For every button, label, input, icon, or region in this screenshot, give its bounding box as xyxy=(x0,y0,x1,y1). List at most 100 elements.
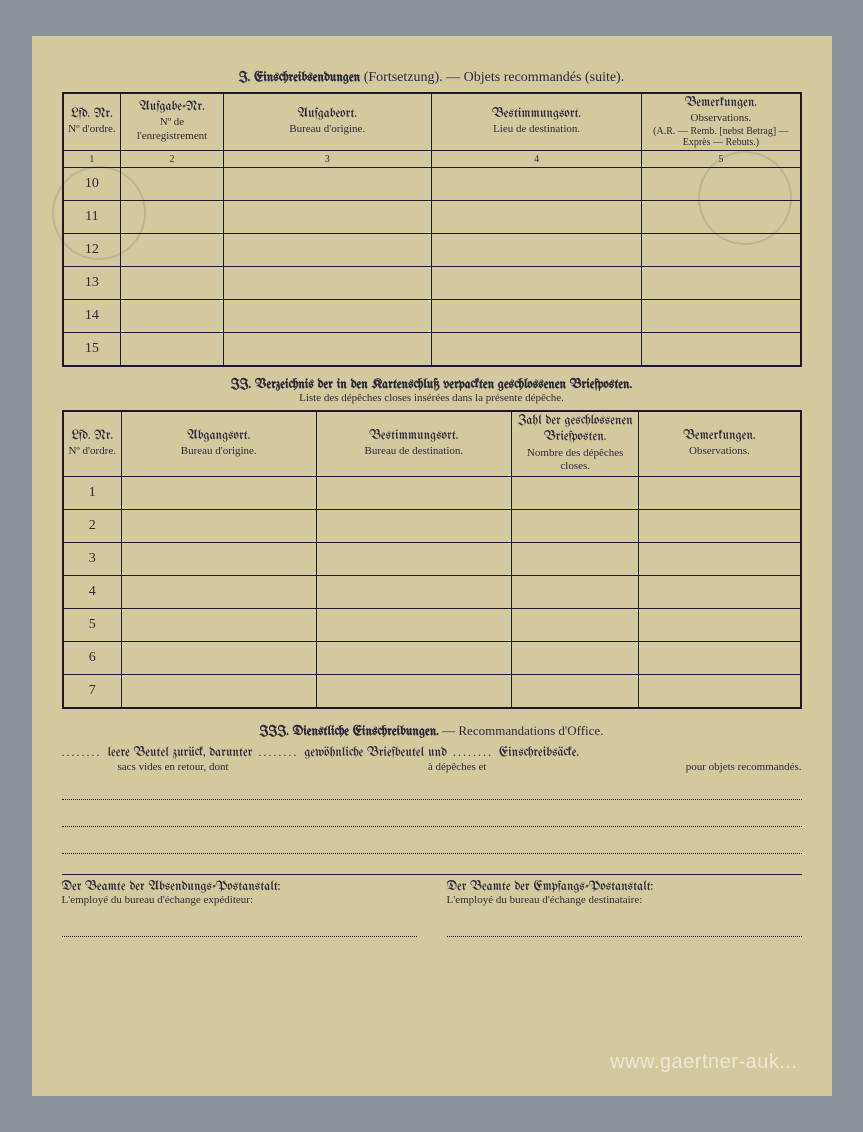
cell xyxy=(431,300,641,333)
t1-h3: Aufgabeort. Bureau d'origine. xyxy=(223,93,431,151)
row-number: 3 xyxy=(63,543,122,576)
cell xyxy=(121,543,316,576)
table-row: 6 xyxy=(63,642,801,675)
dotted-line xyxy=(62,853,802,854)
cell xyxy=(223,267,431,300)
cell xyxy=(121,267,223,300)
section1-title-de: I. Einschreibsendungen xyxy=(239,72,360,85)
cell xyxy=(512,510,639,543)
cell xyxy=(121,333,223,367)
s3-b-fr: à dépêches et xyxy=(428,761,487,773)
t2-h4: Zahl der geschlossenen Briefposten. Nomb… xyxy=(512,411,639,477)
cell xyxy=(316,576,512,609)
table-row: 1 xyxy=(63,477,801,510)
sig-right-de: Der Beamte der Empfangs-Postanstalt: xyxy=(447,881,802,894)
t1-cn4: 4 xyxy=(431,151,641,168)
section1-title-suffix: (Fortsetzung). xyxy=(364,70,443,85)
sig-left-dots xyxy=(62,936,417,937)
cell xyxy=(121,576,316,609)
cell xyxy=(121,300,223,333)
table-section2: Lfd. Nr. Nº d'ordre. Abgangsort. Bureau … xyxy=(62,410,802,709)
cell xyxy=(431,267,641,300)
table-row: 13 xyxy=(63,267,801,300)
row-number: 15 xyxy=(63,333,121,367)
cell xyxy=(639,642,801,675)
postmark-stamp-left xyxy=(52,166,146,260)
cell xyxy=(639,510,801,543)
sig-right-dots xyxy=(447,936,802,937)
cell xyxy=(223,300,431,333)
table-row: 10 xyxy=(63,168,801,201)
row-number: 7 xyxy=(63,675,122,709)
s3-c-de: Einschreibsäcke. xyxy=(499,747,579,760)
t1-h4: Bestimmungsort. Lieu de destination. xyxy=(431,93,641,151)
table-row: 12 xyxy=(63,234,801,267)
sig-left-de: Der Beamte der Absendungs-Postanstalt: xyxy=(62,881,417,894)
dots: ........ xyxy=(258,745,298,760)
t2-h1: Lfd. Nr. Nº d'ordre. xyxy=(63,411,122,477)
cell xyxy=(316,477,512,510)
cell xyxy=(512,609,639,642)
t1-cn3: 3 xyxy=(223,151,431,168)
t2-h3: Bestimmungsort. Bureau de destination. xyxy=(316,411,512,477)
table-row: 5 xyxy=(63,609,801,642)
table1-header-row: Lfd. Nr. Nº d'ordre. Aufgabe-Nr. Nº de l… xyxy=(63,93,801,151)
cell xyxy=(316,543,512,576)
s3-a-fr: sacs vides en retour, dont xyxy=(118,761,229,773)
s3-c-fr: pour objets recommandés. xyxy=(686,761,802,773)
cell xyxy=(512,675,639,709)
t1-cn2: 2 xyxy=(121,151,223,168)
cell xyxy=(639,675,801,709)
s3-a-de: leere Beutel zurück, darunter xyxy=(108,747,253,760)
cell xyxy=(639,477,801,510)
divider-line xyxy=(62,874,802,875)
row-number: 1 xyxy=(63,477,122,510)
table-row: 4 xyxy=(63,576,801,609)
section3-title-de: III. Dienstliche Einschreibungen. xyxy=(260,726,439,739)
dotted-line xyxy=(62,799,802,800)
cell xyxy=(223,333,431,367)
section2-title: II. Verzeichnis der in den Kartenschluß … xyxy=(62,379,802,404)
t1-h2: Aufgabe-Nr. Nº de l'enregistrement xyxy=(121,93,223,151)
row-number: 5 xyxy=(63,609,122,642)
dots: ........ xyxy=(62,745,102,760)
section3-line1: ........ leere Beutel zurück, darunter .… xyxy=(62,745,802,760)
section1-title-fr: — Objets recommandés (suite). xyxy=(446,70,624,85)
section3-title: III. Dienstliche Einschreibungen. — Reco… xyxy=(62,723,802,739)
cell xyxy=(431,201,641,234)
dots: ........ xyxy=(453,745,493,760)
signature-row: Der Beamte der Absendungs-Postanstalt: L… xyxy=(62,881,802,937)
table1-colnum-row: 1 2 3 4 5 xyxy=(63,151,801,168)
cell xyxy=(223,168,431,201)
table-row: 7 xyxy=(63,675,801,709)
t1-h5: Bemerkungen. Observations. (A.R. — Remb.… xyxy=(642,93,801,151)
cell xyxy=(512,642,639,675)
postmark-stamp-right xyxy=(698,151,792,245)
row-number: 4 xyxy=(63,576,122,609)
cell xyxy=(121,477,316,510)
cell xyxy=(431,234,641,267)
cell xyxy=(316,675,512,709)
sig-right-fr: L'employé du bureau d'échange destinatai… xyxy=(447,894,802,906)
section2-title-fr: Liste des dépêches closes insérées dans … xyxy=(62,392,802,404)
cell xyxy=(316,642,512,675)
row-number: 2 xyxy=(63,510,122,543)
cell xyxy=(121,510,316,543)
cell xyxy=(512,576,639,609)
t2-h2: Abgangsort. Bureau d'origine. xyxy=(121,411,316,477)
sig-left-fr: L'employé du bureau d'échange expéditeur… xyxy=(62,894,417,906)
table-row: 14 xyxy=(63,300,801,333)
cell xyxy=(223,234,431,267)
document-page: I. Einschreibsendungen (Fortsetzung). — … xyxy=(32,36,832,1096)
cell xyxy=(316,510,512,543)
table-row: 2 xyxy=(63,510,801,543)
cell xyxy=(316,609,512,642)
section3: III. Dienstliche Einschreibungen. — Reco… xyxy=(62,723,802,854)
cell xyxy=(642,333,801,367)
table-section1: Lfd. Nr. Nº d'ordre. Aufgabe-Nr. Nº de l… xyxy=(62,92,802,367)
row-number: 14 xyxy=(63,300,121,333)
cell xyxy=(639,576,801,609)
cell xyxy=(639,543,801,576)
t1-h1: Lfd. Nr. Nº d'ordre. xyxy=(63,93,121,151)
t1-cn1: 1 xyxy=(63,151,121,168)
